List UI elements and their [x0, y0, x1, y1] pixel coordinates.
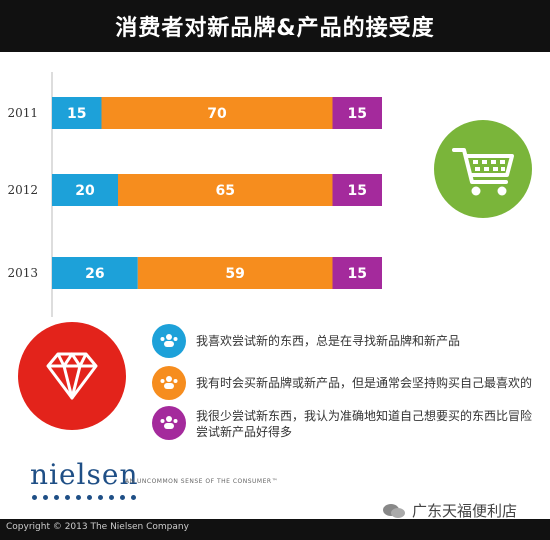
y-tick-label: 2012 — [7, 183, 38, 197]
data-label: 26 — [85, 266, 104, 282]
nielsen-logo: nielsen — [30, 458, 139, 491]
legend-item-3: 我很少尝试新东西，我认为准确地知道自己想要买的东西比冒险尝试新产品好得多 — [152, 406, 541, 440]
data-label: 15 — [348, 183, 367, 199]
nielsen-tagline: AN UNCOMMON SENSE OF THE CONSUMER™ — [125, 478, 279, 485]
watermark-text: 广东天福便利店 — [412, 502, 518, 520]
data-label: 70 — [207, 106, 227, 122]
people-icon — [152, 366, 186, 400]
copyright-text: Copyright © 2013 The Nielsen Company — [6, 522, 189, 532]
bar-segment-2 — [137, 257, 333, 289]
cart-badge — [434, 120, 532, 218]
bar-segment-2 — [118, 174, 333, 206]
y-tick-label: 2011 — [7, 106, 38, 120]
data-label: 15 — [348, 106, 367, 122]
diamond-icon — [46, 352, 98, 400]
nielsen-logo-dots — [32, 495, 136, 500]
bar-segment-3 — [332, 174, 382, 206]
people-icon — [152, 406, 186, 440]
bar-segment-1 — [52, 257, 138, 289]
wechat-icon — [383, 503, 405, 518]
bar-segment-3 — [332, 97, 382, 129]
data-label: 59 — [225, 266, 244, 282]
data-label: 65 — [216, 183, 235, 199]
bar-segment-1 — [52, 97, 102, 129]
bar-segment-3 — [332, 257, 382, 289]
data-label: 15 — [348, 266, 367, 282]
people-icon — [152, 324, 186, 358]
bar-segment-2 — [101, 97, 333, 129]
footer-bar — [0, 519, 550, 540]
legend-label-3: 我很少尝试新东西，我认为准确地知道自己想要买的东西比冒险尝试新产品好得多 — [196, 409, 533, 439]
watermark: 广东天福便利店 — [382, 500, 517, 521]
data-label: 15 — [67, 106, 86, 122]
shopping-cart-icon — [452, 148, 514, 196]
legend-item-2: 我有时会买新品牌或新产品，但是通常会坚持购买自己最喜欢的 — [152, 366, 541, 400]
y-tick-label: 2013 — [7, 266, 38, 280]
bar-segment-1 — [52, 174, 118, 206]
legend-label-1: 我喜欢尝试新的东西，总是在寻找新品牌和新产品 — [196, 334, 461, 348]
legend-label-2: 我有时会买新品牌或新产品，但是通常会坚持购买自己最喜欢的 — [196, 376, 533, 390]
data-label: 20 — [75, 183, 95, 199]
legend-item-1: 我喜欢尝试新的东西，总是在寻找新品牌和新产品 — [152, 324, 541, 358]
diamond-badge — [18, 322, 126, 430]
stacked-bar-chart: 2011 15 70 15 2012 20 65 15 2013 26 59 15 — [7, 72, 382, 317]
chart-title: 消费者对新品牌&产品的接受度 — [0, 0, 550, 52]
